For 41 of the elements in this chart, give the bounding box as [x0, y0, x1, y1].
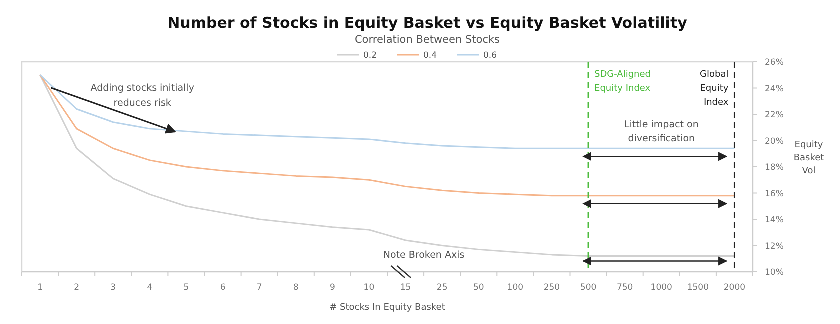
y-tick-label: 18%: [765, 163, 784, 173]
x-tick-label: 1500: [687, 283, 709, 293]
annotation: Little impact on diversification: [624, 120, 699, 145]
y-tick-label: 24%: [765, 84, 784, 94]
x-tick-label: 6: [220, 283, 226, 293]
x-tick-label: 1: [38, 283, 43, 293]
x-tick-label: 100: [507, 283, 524, 293]
ref-line-label: Global Equity Index: [700, 70, 730, 108]
y-tick-label: 20%: [765, 136, 784, 147]
annotation: Adding stocks initially reduces risk: [90, 83, 195, 109]
y-tick-label: 12%: [765, 242, 784, 252]
x-axis-title: # Stocks In Equity Basket: [330, 303, 446, 313]
x-tick-label: 4: [147, 283, 153, 293]
ref-line-label: SDG-Aligned Equity Index: [594, 70, 652, 94]
x-tick-label: 50: [473, 283, 484, 293]
x-tick-label: 15: [400, 283, 412, 293]
x-tick-label: 5: [184, 283, 190, 293]
x-tick-label: 10: [364, 283, 375, 293]
y-tick-label: 26%: [765, 58, 784, 68]
x-tick-label: 500: [580, 283, 597, 293]
y-tick-label: 22%: [765, 110, 784, 120]
x-tick-label: 8: [293, 283, 299, 293]
x-tick-label: 750: [616, 283, 634, 293]
chart-title: Number of Stocks in Equity Basket vs Equity Basket Volatility: [168, 14, 688, 32]
x-tick-label: 25: [436, 283, 448, 293]
x-tick-label: 9: [330, 283, 336, 293]
x-tick-label: 3: [110, 283, 116, 293]
legend-label: 0.4: [424, 51, 438, 61]
legend-title: Correlation Between Stocks: [354, 34, 500, 46]
y-tick-label: 10%: [765, 268, 784, 278]
x-tick-label: 7: [256, 283, 262, 293]
legend-label: 0.2: [364, 51, 378, 61]
x-tick-label: 2: [74, 283, 80, 293]
x-tick-label: 1000: [650, 283, 672, 293]
y-tick-label: 14%: [765, 216, 784, 226]
y-tick-label: 16%: [765, 189, 784, 200]
annotation: Note Broken Axis: [383, 250, 465, 261]
x-tick-label: 2000: [724, 283, 746, 293]
x-tick-label: 250: [544, 283, 560, 293]
y-axis-title: Equity Basket Vol: [794, 140, 825, 176]
legend-label: 0.6: [484, 51, 498, 61]
